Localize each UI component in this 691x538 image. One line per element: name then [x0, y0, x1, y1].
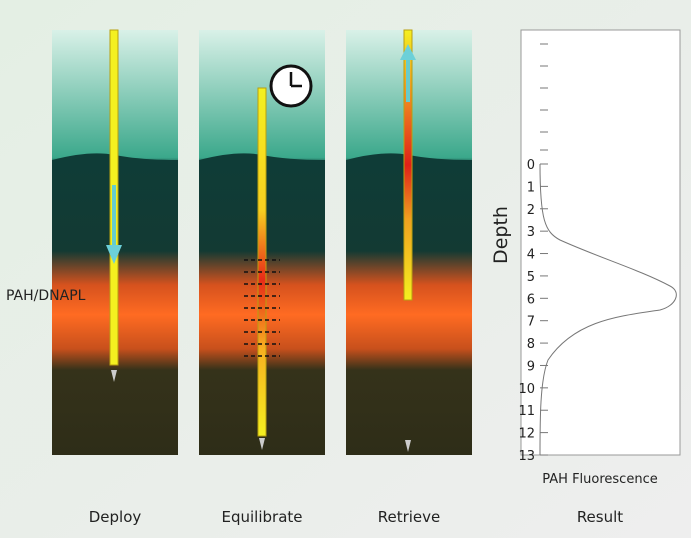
equilibrate-rod	[244, 64, 313, 450]
tick-label: 9	[527, 359, 535, 374]
retrieve-rod	[400, 29, 416, 452]
tick-label: 11	[518, 404, 535, 419]
tick-label: 6	[527, 292, 535, 307]
x-axis-label: PAH Fluorescence	[542, 472, 657, 487]
panel-label: Deploy	[89, 508, 142, 526]
tick-label: 4	[527, 248, 535, 263]
panel-label: Retrieve	[378, 508, 441, 526]
tick-label: 10	[518, 382, 535, 397]
arrow	[106, 245, 122, 264]
tick-label: 13	[518, 449, 535, 464]
tick-label: 2	[527, 203, 535, 218]
panel-label: Equilibrate	[222, 508, 303, 526]
rod	[403, 29, 413, 301]
diffusion-marks	[244, 259, 280, 357]
fluorescence-curve	[539, 163, 677, 456]
tick-label: 3	[527, 225, 535, 240]
tick-label: 0	[527, 158, 535, 173]
rod-tip	[259, 438, 265, 450]
tick-label: 7	[527, 315, 535, 330]
panels	[52, 29, 681, 456]
panel-label: Result	[577, 508, 623, 526]
tick-label: 1	[527, 180, 535, 195]
tick-label: 5	[527, 270, 535, 285]
arrow	[400, 44, 416, 60]
arrow-shaft	[112, 185, 116, 245]
y-axis-label: Depth	[490, 206, 512, 264]
minor-ticks	[540, 43, 548, 151]
rod-tip	[405, 440, 411, 452]
deploy-rod	[106, 29, 122, 382]
rod	[257, 87, 267, 437]
clock-hands	[289, 72, 302, 88]
arrow-shaft	[406, 60, 410, 102]
annotation: PAH/DNAPL	[6, 288, 86, 304]
result-panel	[520, 29, 681, 456]
tick-label: 8	[527, 337, 535, 352]
tick-label: 12	[518, 427, 535, 442]
rod-tip	[111, 370, 117, 382]
